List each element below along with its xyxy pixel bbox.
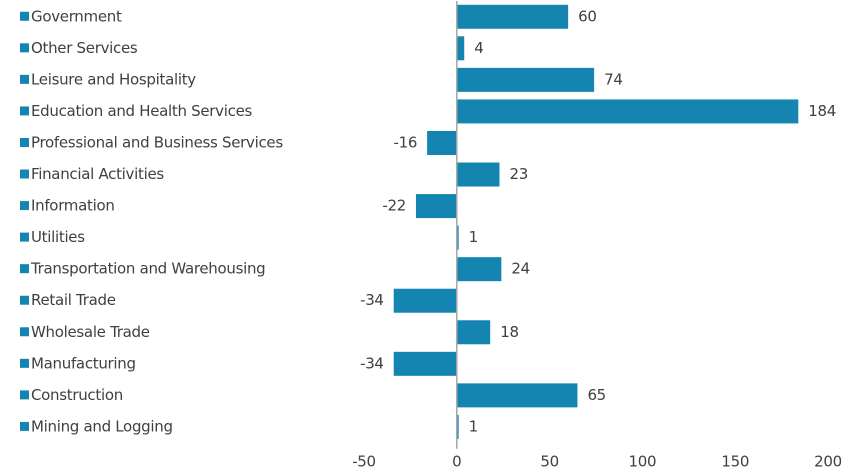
legend-swatch (20, 358, 29, 368)
x-tick-label: -50 (352, 453, 376, 471)
data-label: 1 (469, 417, 478, 435)
bar (415, 194, 457, 219)
legend-swatch (20, 11, 29, 21)
data-label: 74 (604, 70, 623, 88)
legend-swatch (20, 421, 29, 431)
data-label: 184 (808, 102, 836, 120)
legend-swatch (20, 74, 29, 84)
category-label: Professional and Business Services (31, 133, 283, 151)
category-label: Financial Activities (31, 165, 164, 183)
legend-swatch (20, 201, 29, 211)
data-label: 4 (474, 39, 483, 57)
bar (456, 36, 465, 61)
bar (393, 351, 457, 376)
bar (456, 320, 491, 345)
bar (456, 162, 500, 187)
data-label: 60 (578, 7, 597, 25)
data-label: -34 (360, 354, 384, 372)
bar (456, 4, 569, 29)
category-label: Information (31, 197, 115, 215)
legend-swatch (20, 327, 29, 337)
bar (393, 288, 457, 313)
bar (456, 67, 595, 92)
legend-swatch (20, 390, 29, 400)
x-tick-label: 50 (540, 453, 559, 471)
data-label: 65 (587, 386, 606, 404)
legend-swatch (20, 295, 29, 305)
data-label: 23 (509, 165, 528, 183)
x-tick-label: 0 (452, 453, 461, 471)
bar (456, 257, 502, 282)
category-label: Other Services (31, 39, 138, 57)
category-label: Retail Trade (31, 291, 116, 309)
bar (456, 99, 799, 124)
legend-swatch (20, 137, 29, 147)
x-tick-label: 100 (629, 453, 657, 471)
legend-swatch (20, 232, 29, 242)
category-label: Transportation and Warehousing (30, 260, 265, 278)
bar (427, 130, 457, 155)
category-label: Manufacturing (31, 354, 136, 372)
data-label: -22 (382, 197, 406, 215)
category-label: Education and Health Services (31, 102, 252, 120)
bar (456, 383, 578, 408)
category-label: Leisure and Hospitality (31, 70, 196, 88)
x-tick-label: 200 (814, 453, 842, 471)
legend-swatch (20, 106, 29, 116)
bar (456, 225, 459, 250)
data-label: -34 (360, 291, 384, 309)
legend-swatch (20, 169, 29, 179)
x-tick-label: 150 (721, 453, 749, 471)
bar (456, 414, 459, 439)
data-label: 1 (469, 228, 478, 246)
category-label: Government (31, 7, 122, 25)
data-label: 24 (511, 260, 530, 278)
category-label: Wholesale Trade (31, 323, 150, 341)
data-label: -16 (393, 133, 417, 151)
legend-swatch (20, 43, 29, 53)
category-label: Construction (31, 386, 123, 404)
category-label: Utilities (31, 228, 85, 246)
data-label: 18 (500, 323, 519, 341)
legend-swatch (20, 264, 29, 274)
category-label: Mining and Logging (31, 417, 173, 435)
